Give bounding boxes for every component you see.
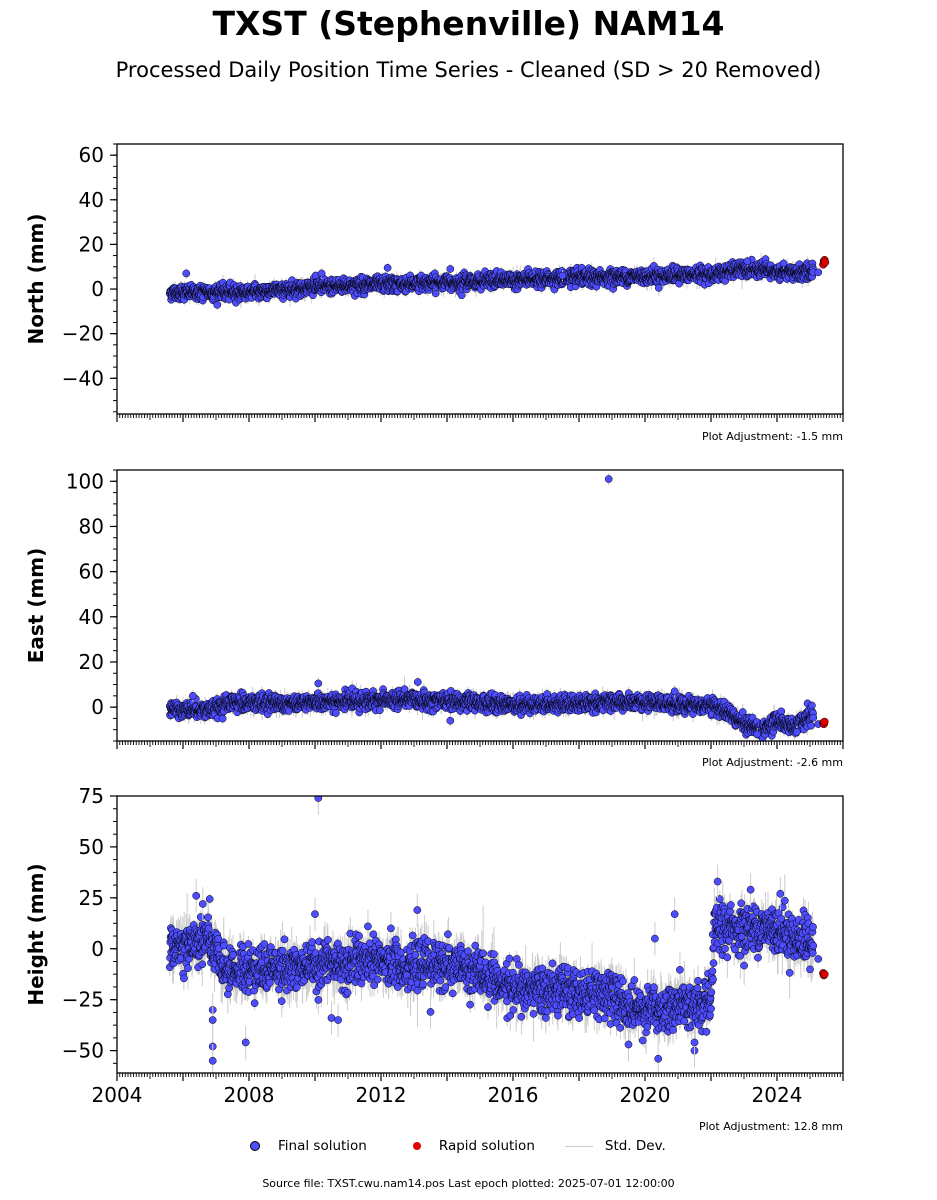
final-point: [457, 291, 466, 300]
final-point: [654, 284, 663, 292]
final-point-outlier: [182, 269, 191, 278]
chart-subtitle: Processed Daily Position Time Series - C…: [115, 58, 822, 82]
y-tick-label: 0: [91, 277, 104, 301]
final-point-outlier: [558, 271, 567, 280]
final-point: [213, 300, 222, 309]
final-point-outlier: [446, 265, 455, 273]
y-tick-label: 20: [79, 232, 104, 256]
y-tick-label: −40: [62, 366, 104, 390]
y-tick-label: 40: [79, 188, 104, 212]
chart-title: TXST (Stephenville) NAM14: [212, 4, 725, 43]
final-point-outlier: [779, 259, 788, 268]
data-area: [165, 252, 830, 310]
final-point-outlier: [743, 257, 752, 265]
final-point-outlier: [317, 269, 326, 278]
y-tick-label: 60: [79, 143, 104, 167]
rapid-point: [821, 258, 830, 267]
final-point: [814, 268, 823, 277]
final-point-outlier: [383, 263, 392, 272]
final-solution-points: [165, 255, 818, 309]
y-tick-label: −20: [62, 322, 104, 346]
